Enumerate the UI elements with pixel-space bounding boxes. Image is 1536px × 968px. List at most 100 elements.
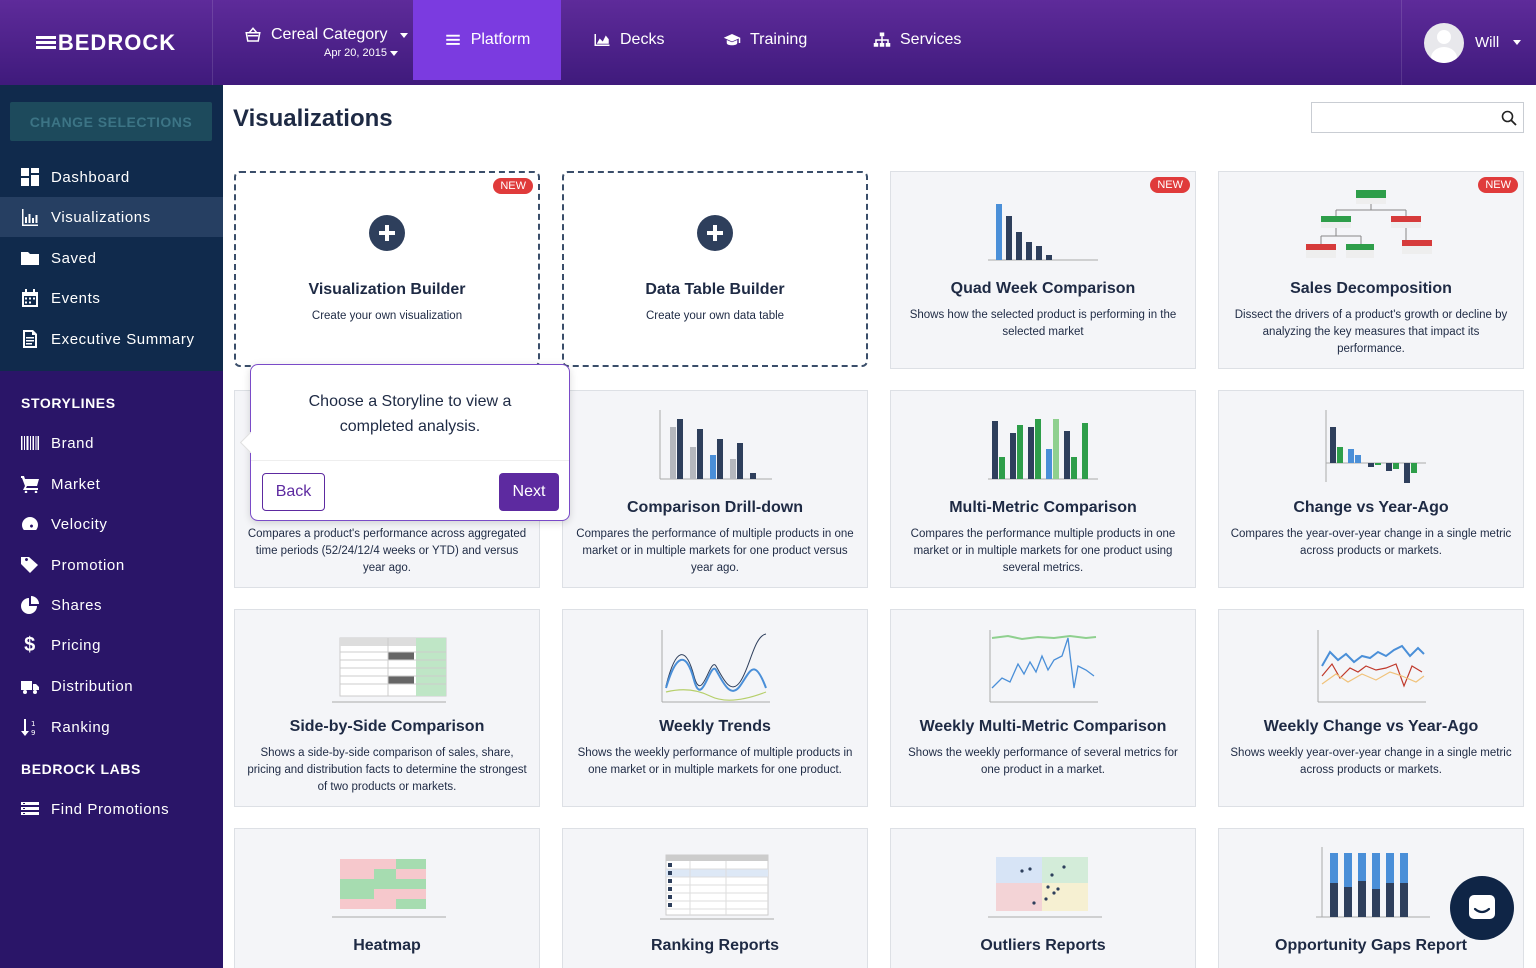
table-compare-thumbnail-icon [332,637,447,703]
card-comparison-drill-down[interactable]: Comparison Drill-down Compares the perfo… [562,390,868,588]
sidebar: CHANGE SELECTIONS Dashboard Visualizatio… [0,85,223,968]
card-description: Shows weekly year-over-year change in a … [1230,747,1512,776]
nav-training[interactable]: Training [723,0,807,80]
tag-icon [21,556,39,574]
card-title: Visualization Builder [308,281,466,298]
tooltip-divider [251,460,569,461]
sidebar-item-distribution[interactable]: Distribution [0,666,223,706]
nav-services-label: Services [900,31,962,48]
card-quad-week-comparison[interactable]: NEW Quad Week Comparison Shows how the s… [890,171,1196,369]
new-badge: NEW [1150,177,1190,193]
sidebar-item-label: Executive Summary [51,330,195,348]
list-icon [21,800,39,818]
sidebar-item-pricing[interactable]: $ Pricing [0,625,223,665]
nav-decks[interactable]: Decks [593,0,664,80]
storyline-tour-tooltip: Choose a Storyline to view a completed a… [250,364,570,521]
brand-logo[interactable]: BEDROCK [0,0,213,85]
sidebar-item-brand[interactable]: Brand [0,423,223,463]
nav-decks-label: Decks [620,31,665,48]
sidebar-item-label: Brand [51,434,95,452]
chevron-down-icon [1513,40,1522,45]
card-title: Quad Week Comparison [950,280,1136,297]
user-menu[interactable]: Will [1401,0,1536,85]
svg-text:1: 1 [31,720,36,728]
grouped-bar-thumbnail-icon [659,410,772,480]
truck-icon [21,677,39,695]
tooltip-back-button[interactable]: Back [262,473,325,511]
card-description: Shows a side-by-side comparison of sales… [247,747,527,793]
card-title: Change vs Year-Ago [1293,499,1449,516]
sidebar-item-saved[interactable]: Saved [0,238,223,278]
card-outliers-reports[interactable]: Outliers Reports [890,828,1196,968]
tooltip-next-button[interactable]: Next [499,473,559,511]
ranking-table-thumbnail-icon [660,854,774,920]
card-title: Weekly Trends [659,718,771,735]
card-title: Multi-Metric Comparison [949,499,1137,516]
card-title: Heatmap [353,937,421,954]
search-input[interactable] [1318,107,1498,129]
card-data-table-builder[interactable]: Data Table Builder Create your own data … [562,171,868,367]
card-description: Compares the performance of multiple pro… [576,528,854,574]
card-weekly-multi-metric-comparison[interactable]: Weekly Multi-Metric Comparison Shows the… [890,609,1196,807]
sidebar-item-market[interactable]: Market [0,464,223,504]
sidebar-item-executive-summary[interactable]: Executive Summary [0,319,223,359]
card-heatmap[interactable]: Heatmap [234,828,540,968]
sidebar-item-dashboard[interactable]: Dashboard [0,157,223,197]
nav-platform[interactable]: Platform [413,0,561,80]
plus-circle-icon [697,215,733,251]
sitemap-icon [873,32,891,47]
chevron-down-icon [390,50,398,56]
chat-icon [1469,895,1495,919]
card-visualization-builder[interactable]: NEW Visualization Builder Create your ow… [234,171,540,367]
card-weekly-trends[interactable]: Weekly Trends Shows the weekly performan… [562,609,868,807]
card-title: Weekly Multi-Metric Comparison [919,718,1167,735]
category-selector[interactable]: Cereal Category Apr 20, 2015 [244,26,408,59]
change-selections-button[interactable]: CHANGE SELECTIONS [10,102,212,141]
user-name: Will [1475,34,1500,51]
card-weekly-change-vs-year-ago[interactable]: Weekly Change vs Year-Ago Shows weekly y… [1218,609,1524,807]
category-label: Cereal Category [271,26,388,43]
sidebar-item-label: Market [51,475,101,493]
search-box [1311,102,1524,133]
menu-bars-icon [35,35,56,50]
sidebar-item-events[interactable]: Events [0,278,223,318]
card-title: Comparison Drill-down [627,499,803,516]
card-description: Create your own visualization [311,310,463,322]
dashboard-icon [21,168,39,186]
graduation-cap-icon [723,34,741,46]
quadrant-scatter-thumbnail-icon [988,857,1102,918]
bar-chart-icon [21,208,39,226]
sidebar-item-promotion[interactable]: Promotion [0,545,223,585]
nav-services[interactable]: Services [873,0,961,80]
storylines-heading: STORYLINES [21,395,116,411]
sidebar-item-label: Shares [51,596,103,614]
avatar [1424,22,1464,63]
sidebar-item-label: Saved [51,249,97,267]
sidebar-item-visualizations[interactable]: Visualizations [0,197,223,237]
chevron-down-icon [399,32,408,38]
chat-launcher-button[interactable] [1450,876,1514,940]
gauge-icon [21,515,39,533]
document-icon [21,330,39,348]
card-sales-decomposition[interactable]: NEW Sales Decomposition Dissect the driv… [1218,171,1524,369]
card-multi-metric-comparison[interactable]: Multi-Metric Comparison Compares the per… [890,390,1196,588]
card-title: Ranking Reports [650,937,779,954]
sidebar-item-label: Distribution [51,677,134,695]
card-ranking-reports[interactable]: Ranking Reports [562,828,868,968]
card-description: Compares the performance multiple produc… [910,528,1176,574]
svg-text:9: 9 [31,729,36,736]
card-title: Outliers Reports [980,937,1106,954]
card-change-vs-year-ago[interactable]: Change vs Year-Ago Compares the year-ove… [1218,390,1524,588]
sidebar-item-velocity[interactable]: Velocity [0,504,223,544]
brand-name: BEDROCK [57,29,177,55]
card-side-by-side-comparison[interactable]: Side-by-Side Comparison Shows a side-by-… [234,609,540,807]
sidebar-item-find-promotions[interactable]: Find Promotions [0,789,223,829]
dollar-icon: $ [24,633,36,656]
tooltip-message: Choose a Storyline to view a completed a… [308,393,512,435]
search-icon[interactable] [1501,110,1517,126]
sidebar-item-label: Dashboard [51,168,130,186]
change-line-thumbnail-icon [1317,630,1426,703]
sidebar-item-shares[interactable]: Shares [0,585,223,625]
labs-heading: BEDROCK LABS [21,761,141,777]
